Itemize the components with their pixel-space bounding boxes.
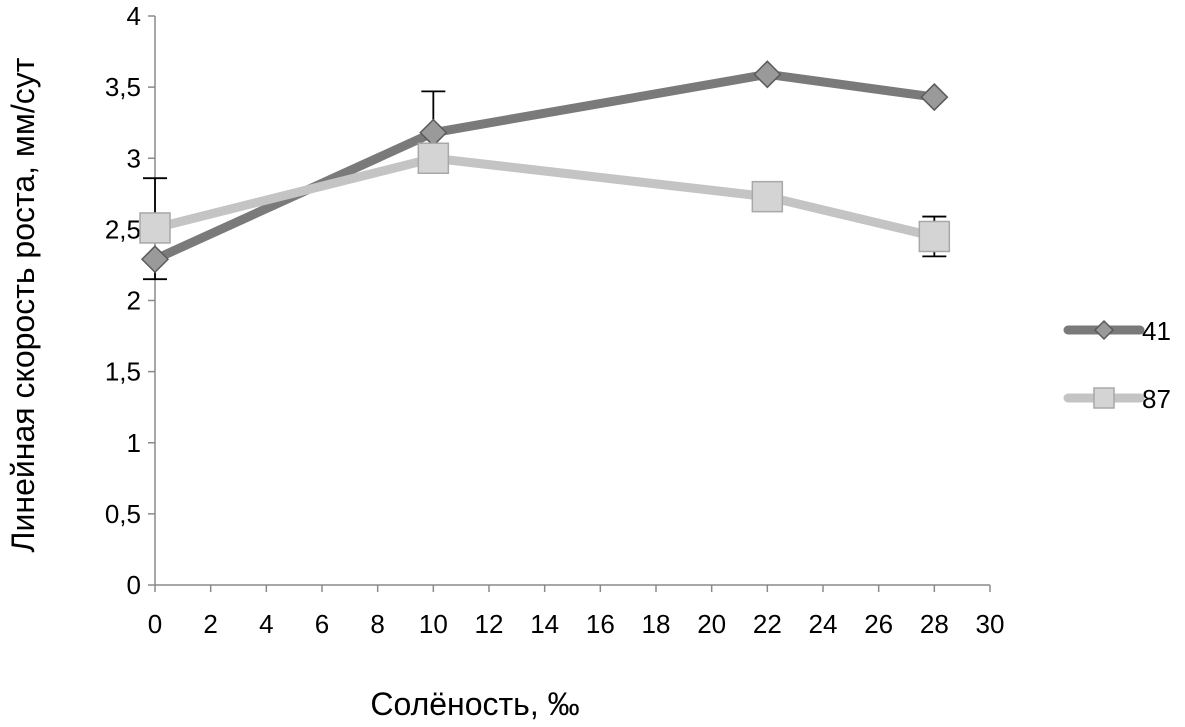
y-tick-label: 3 [127,143,141,173]
x-tick-label: 20 [697,609,726,639]
x-tick-label: 8 [370,609,384,639]
y-axis-title: Линейная скорость роста, мм/сут [5,57,41,552]
legend: 41 87 [1063,316,1171,414]
y-tick-label: 1 [127,428,141,458]
data-point-87 [417,142,450,174]
legend-marker [1093,319,1115,341]
x-tick-label: 18 [642,609,671,639]
y-tick-label: 2,5 [105,214,141,244]
x-tick-label: 22 [753,609,782,639]
x-tick-label: 24 [809,609,838,639]
data-point-87 [751,180,784,213]
series-87 [139,142,951,258]
legend-item-87: 87 [1063,384,1171,414]
y-tick-label: 4 [127,1,141,31]
legend-label: 87 [1142,384,1171,414]
y-tick-label: 0 [127,570,141,600]
data-point-41 [140,245,170,274]
x-tick-label: 30 [976,609,1005,639]
data-point-41 [753,60,782,89]
y-tick-label: 1,5 [105,357,141,387]
axes: 00,511,522,533,540 2 4 6 8 10 12 14 16 18 20 22 24 26… [105,1,1005,639]
x-tick-label: 16 [586,609,615,639]
x-tick-label: 14 [530,609,559,639]
x-tick-label: 28 [920,609,949,639]
data-point-87 [918,220,951,253]
data-point-87 [139,212,171,244]
legend-item-41: 41 [1063,316,1171,346]
x-tick-label: 6 [315,609,329,639]
series-line-87 [150,153,939,241]
y-tick-label: 0,5 [105,499,141,529]
legend-label: 41 [1142,316,1171,346]
y-tick-label: 2 [127,286,141,316]
x-tick-label: 10 [419,609,448,639]
plot-area [139,60,951,281]
x-tick-label: 4 [259,609,273,639]
x-tick-label: 2 [203,609,217,639]
x-tick-label: 26 [864,609,893,639]
y-tick-label: 3,5 [105,72,141,102]
x-tick-label: 12 [475,609,504,639]
data-point-41 [419,118,448,147]
legend-marker [1093,387,1115,409]
x-tick-label: 0 [148,609,162,639]
data-point-41 [920,83,949,112]
x-axis-title: Солёность, ‰ [370,686,579,722]
